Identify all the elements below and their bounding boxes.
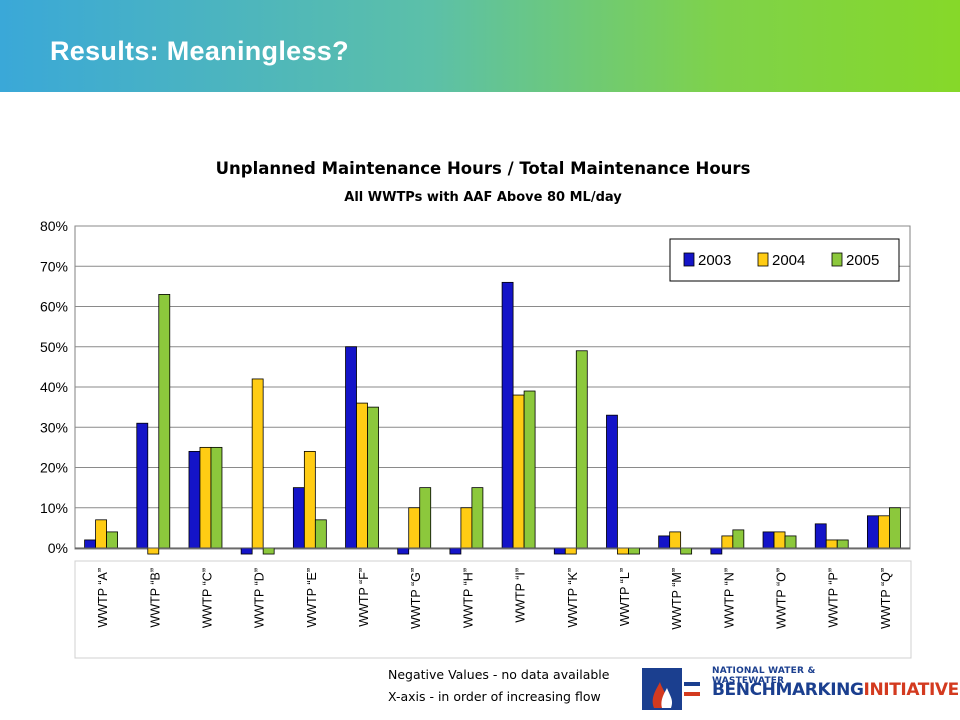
logo-line1: NATIONAL WATER & WASTEWATER [712, 666, 816, 686]
chart-subtitle: All WWTPs with AAF Above 80 ML/day [344, 190, 622, 205]
bar-2003 [397, 547, 410, 555]
x-tick-label: WWTP “E” [305, 568, 319, 627]
bar-2004 [564, 547, 577, 555]
bar-2003 [762, 531, 775, 549]
bar-2005 [628, 547, 640, 555]
bar-2005 [784, 535, 797, 549]
bar-2005 [210, 446, 223, 549]
bar-2004 [669, 531, 682, 549]
bar-2003 [188, 450, 201, 549]
bar-2003 [658, 535, 671, 549]
chart: Unplanned Maintenance Hours / Total Main… [40, 159, 912, 659]
x-tick-label: WWTP “C” [200, 568, 214, 628]
y-tick-label: 60% [40, 299, 68, 315]
bar-2003 [292, 487, 305, 549]
logo-emblem-icon [642, 668, 700, 710]
bar-2003 [867, 515, 879, 549]
x-tick-label: WWTP “G” [409, 568, 423, 629]
bar-2004 [617, 547, 629, 555]
bar-2004 [773, 531, 786, 549]
y-tick-label: 20% [40, 460, 68, 476]
bar-2005 [889, 507, 901, 549]
legend-swatch [683, 252, 695, 267]
bar-2004 [878, 515, 890, 549]
logo-word-initiative: INITIATIVE [863, 680, 960, 700]
bar-2005 [836, 539, 849, 549]
benchmarking-logo: NATIONAL WATER & WASTEWATER BENCHMARKING… [640, 664, 959, 714]
bar-2004 [147, 547, 160, 555]
bar-2003 [240, 547, 253, 555]
bar-2004 [721, 535, 734, 549]
x-label-box [74, 560, 912, 659]
bar-2005 [419, 487, 432, 549]
y-tick-label: 0% [48, 540, 68, 556]
bar-2005 [732, 529, 745, 549]
legend-label: 2003 [698, 252, 731, 269]
x-tick-label: WWTP “M” [670, 568, 684, 630]
bar-2003 [814, 523, 827, 549]
bar-2004 [251, 378, 264, 549]
chart-title: Unplanned Maintenance Hours / Total Main… [216, 159, 751, 178]
y-tick-label: 40% [40, 379, 68, 395]
x-tick-label: WWTP “K” [566, 568, 580, 627]
y-tick-label: 80% [40, 218, 68, 234]
bar-2003 [84, 539, 96, 549]
legend-label: 2005 [846, 252, 879, 269]
bar-2005 [158, 294, 171, 549]
bar-2004 [512, 394, 525, 549]
bar-2005 [680, 547, 693, 555]
bar-2005 [106, 531, 118, 549]
title-banner: Results: Meaningless? [0, 0, 960, 92]
bar-2004 [825, 539, 838, 549]
logo-line2: BENCHMARKINGINITIATIVE [712, 680, 959, 700]
bar-2004 [460, 507, 473, 549]
bar-2003 [449, 547, 462, 555]
legend-swatch [831, 252, 843, 267]
bar-2005 [367, 406, 379, 549]
x-tick-label: WWTP “L” [618, 568, 632, 626]
logo-word-benchmarking: BENCHMARKING [712, 680, 864, 700]
bar-2005 [262, 547, 275, 555]
legend-box [669, 238, 900, 282]
bar-2003 [710, 547, 723, 555]
bar-2005 [471, 487, 484, 549]
note-negative-values: Negative Values - no data available [388, 667, 610, 682]
bar-2004 [408, 507, 421, 549]
x-tick-label: WWTP “Q” [879, 568, 893, 629]
legend-swatch [757, 252, 769, 267]
y-tick-label: 50% [40, 339, 68, 355]
bar-2004 [303, 450, 316, 549]
note-x-axis: X-axis - in order of increasing flow [388, 689, 601, 704]
x-tick-label: WWTP “A” [96, 568, 110, 627]
legend-label: 2004 [772, 252, 805, 269]
x-tick-label: WWTP “P” [827, 568, 841, 627]
bar-2005 [523, 390, 536, 549]
bar-2005 [575, 350, 588, 549]
bar-2004 [95, 519, 107, 549]
y-tick-label: 30% [40, 419, 68, 435]
bar-2003 [553, 547, 566, 555]
x-tick-label: WWTP “O” [775, 568, 789, 629]
bar-2003 [501, 281, 514, 549]
bar-2004 [199, 446, 212, 549]
slide-title: Results: Meaningless? [50, 36, 349, 66]
bar-2003 [345, 346, 357, 549]
x-tick-label: WWTP “H” [461, 568, 475, 628]
x-tick-label: WWTP “B” [148, 568, 162, 627]
x-tick-label: WWTP “F” [357, 568, 371, 627]
bar-2004 [356, 402, 368, 549]
bar-2005 [314, 519, 327, 549]
bar-2003 [136, 422, 149, 549]
x-tick-label: WWTP “N” [722, 568, 736, 628]
x-tick-label: WWTP “D” [253, 568, 267, 628]
y-tick-label: 10% [40, 500, 68, 516]
y-tick-label: 70% [40, 258, 68, 274]
bar-2003 [606, 414, 618, 549]
x-tick-label: WWTP “I” [514, 568, 528, 623]
